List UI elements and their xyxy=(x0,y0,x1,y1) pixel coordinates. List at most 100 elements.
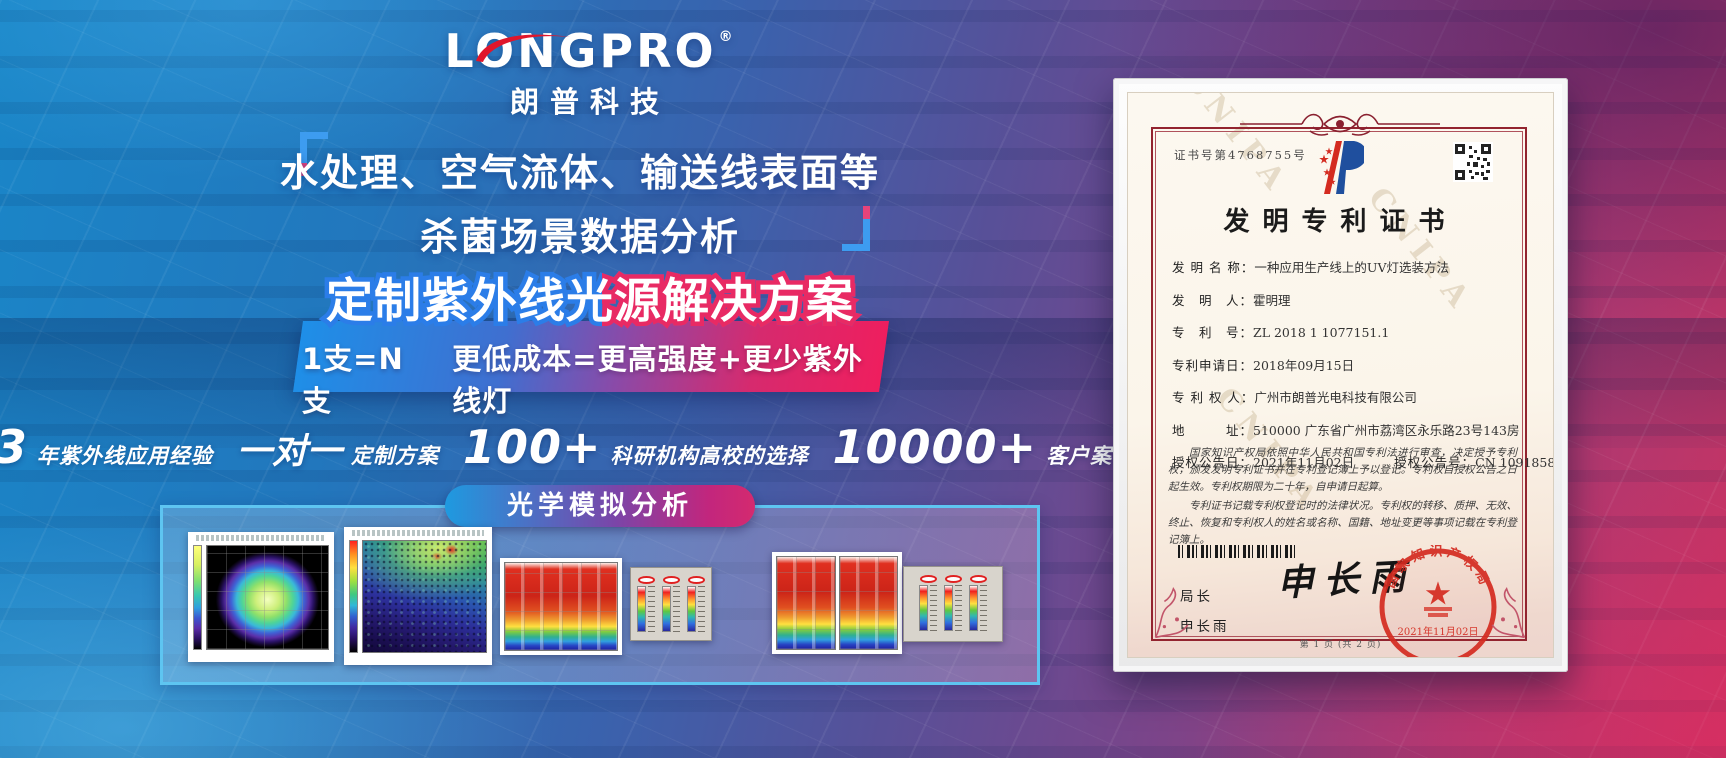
hero-headline: 水处理、空气流体、输送线表面等 杀菌场景数据分析 xyxy=(180,142,980,261)
national-emblem-icon: ★ xyxy=(1425,580,1451,610)
solution-subtitle: 1支=N支 更低成本=更高强度+更少紫外线灯 xyxy=(302,336,882,420)
max-value-circle-icon xyxy=(637,576,655,584)
legend-column xyxy=(662,576,680,634)
field-label: 地 址： xyxy=(1172,422,1254,438)
field-label: 发 明 人： xyxy=(1172,292,1254,308)
solution-subtitle-right: 更低成本=更高强度+更少紫外线灯 xyxy=(452,342,863,418)
field-row: 专 利 号：ZL 2018 1 1077151.1 xyxy=(1172,322,1523,341)
stat-one-on-one: 一对一 定制方案 xyxy=(237,423,439,474)
field-row: 发 明 名 称：一种应用生产线上的UV灯选装方法 xyxy=(1172,257,1523,276)
field-value: 2018年09月15日 xyxy=(1253,357,1355,373)
simulation-badge: 光学模拟分析 xyxy=(445,485,755,527)
field-value: ZL 2018 1 1077151.1 xyxy=(1253,325,1390,340)
simulation-legend-panel xyxy=(903,566,1003,642)
qr-code xyxy=(1453,142,1493,182)
corner-ornament-icon xyxy=(1154,587,1189,639)
colorbar xyxy=(193,545,202,650)
field-row: 地 址：510000 广东省广州市荔湾区永乐路23号143房 xyxy=(1172,420,1523,439)
mini-chart-title xyxy=(196,535,326,541)
brand-name-cn: 朗普科技 xyxy=(509,84,670,119)
heatmap-plot xyxy=(362,540,487,653)
patent-certificate: CNIPA CNIPA CNIPA 证书号第4768755号 ★ xyxy=(1127,92,1554,658)
certificate-number: 证书号第4768755号 xyxy=(1174,148,1307,162)
quote-bracket-close-icon xyxy=(842,206,872,252)
field-label: 发 明 名 称： xyxy=(1172,260,1255,275)
max-value-circle-icon xyxy=(944,575,962,583)
certificate-title: 发明专利证书 xyxy=(1223,207,1458,237)
legend-column xyxy=(919,575,937,635)
certificate-paragraph-1: 国家知识产权局依照中华人民共和国专利法进行审查，决定授予专利权，颁发发明专利证书… xyxy=(1168,447,1517,493)
stat-experience: 13 年紫外线应用经验 xyxy=(0,420,213,474)
field-label: 专利申请日： xyxy=(1172,357,1254,373)
ornamental-flourish-icon xyxy=(1240,113,1440,136)
stat-institutions: 100+ 科研机构高校的选择 xyxy=(463,420,809,474)
solution-title: 定制紫外线光源解决方案 定制紫外线光源解决方案 定制紫外线光源解决方案 xyxy=(290,262,890,334)
stat-label: 年紫外线应用经验 xyxy=(36,444,213,468)
brand-logo: LONGPRO ® 朗普科技 xyxy=(390,26,790,121)
hero-line-1: 水处理、空气流体、输送线表面等 xyxy=(279,151,880,195)
svg-text:★: ★ xyxy=(1325,147,1333,156)
field-label: 专 利 权 人： xyxy=(1172,390,1255,405)
director-name: 申长雨 xyxy=(1180,619,1230,635)
simulation-heatmap-flame-pair xyxy=(772,552,902,654)
legend-column xyxy=(969,575,987,635)
field-value: 广州市朗普光电科技有限公司 xyxy=(1254,390,1417,405)
grant-date-value: 2021年11月02日 xyxy=(1253,455,1355,470)
solution-title-fill: 定制紫外线光源解决方案 xyxy=(326,274,854,329)
stat-value: 13 xyxy=(0,420,28,474)
svg-text:★: ★ xyxy=(1329,178,1336,186)
field-row: 专 利 权 人：广州市朗普光电科技有限公司 xyxy=(1172,387,1523,406)
max-value-circle-icon xyxy=(687,576,705,584)
heatmap-plot xyxy=(504,562,618,651)
corner-ornament-icon xyxy=(1491,587,1526,639)
grant-no-value: CN 109185870 B xyxy=(1475,455,1553,470)
max-value-circle-icon xyxy=(919,575,937,583)
svg-text:★: ★ xyxy=(1323,168,1331,177)
grant-no-label: 授权公告号： xyxy=(1394,455,1476,470)
simulation-heatmap-flame xyxy=(500,558,622,655)
field-value: 一种应用生产线上的UV灯选装方法 xyxy=(1254,260,1449,275)
grant-date-label: 授权公告日： xyxy=(1172,455,1254,470)
grant-row: 授权公告日：2021年11月02日 授权公告号：CN 109185870 B xyxy=(1172,452,1553,471)
stat-label: 科研机构高校的选择 xyxy=(610,444,809,468)
field-value: 霍明理 xyxy=(1253,292,1291,308)
legend-column xyxy=(637,576,655,634)
barcode xyxy=(1178,545,1298,558)
official-seal: 国家知识产权局 ★ 2021年11月02日 xyxy=(1379,545,1497,657)
certificate-paragraphs: 国家知识产权局依照中华人民共和国专利法进行审查，决定授予专利权，颁发发明专利证书… xyxy=(1168,445,1517,551)
max-value-circle-icon xyxy=(969,575,987,583)
simulation-legend-panel xyxy=(630,567,712,641)
solution-title-outline-pink: 定制紫外线光源解决方案 xyxy=(326,270,858,331)
hero-line-2: 杀菌场景数据分析 xyxy=(419,215,740,259)
heatmap-plot xyxy=(776,556,836,650)
heatmap-plot xyxy=(838,556,898,650)
stat-cases: 10000+ 客户案例见证 xyxy=(833,420,1179,474)
svg-text:★: ★ xyxy=(1319,155,1329,166)
field-row: 发 明 人：霍明理 xyxy=(1172,290,1523,309)
logo-swoosh-icon xyxy=(476,34,570,62)
solution-subtitle-left: 1支=N支 xyxy=(302,342,404,418)
max-value-circle-icon xyxy=(662,576,680,584)
certificate-fields: 发 明 名 称：一种应用生产线上的UV灯选装方法 发 明 人：霍明理 专 利 号… xyxy=(1172,257,1553,485)
director-block: 局长 申长雨 xyxy=(1180,585,1230,645)
legend-column xyxy=(687,576,705,634)
registered-mark-icon: ® xyxy=(718,29,736,45)
certificate-paragraph-2: 专利证书记载专利权登记时的法律状况。专利权的转移、质押、无效、终止、恢复和专利权… xyxy=(1168,500,1517,546)
seal-date: 2021年11月02日 xyxy=(1398,625,1479,638)
field-row: 专利申请日：2018年09月15日 xyxy=(1172,355,1523,374)
simulation-heatmap-noise xyxy=(344,527,492,665)
brand-name: LONGPRO ® xyxy=(390,26,790,77)
stat-label: 定制方案 xyxy=(350,444,439,468)
certificate-page-footer: 第 1 页 (共 2 页) xyxy=(1299,640,1382,650)
heatmap-plot xyxy=(206,545,329,650)
cnipa-logo-icon: ★ ★ ★ ★ xyxy=(1319,141,1364,194)
stat-value: 100+ xyxy=(462,420,602,474)
simulation-heatmap-oval xyxy=(188,532,334,662)
colorbar xyxy=(349,540,358,653)
stat-value: 10000+ xyxy=(832,420,1038,474)
director-label: 局长 xyxy=(1180,589,1213,605)
stat-value: 一对一 xyxy=(236,432,342,472)
field-label: 专 利 号： xyxy=(1172,325,1254,340)
certificate-frame: CNIPA CNIPA CNIPA 证书号第4768755号 ★ xyxy=(1113,78,1568,672)
